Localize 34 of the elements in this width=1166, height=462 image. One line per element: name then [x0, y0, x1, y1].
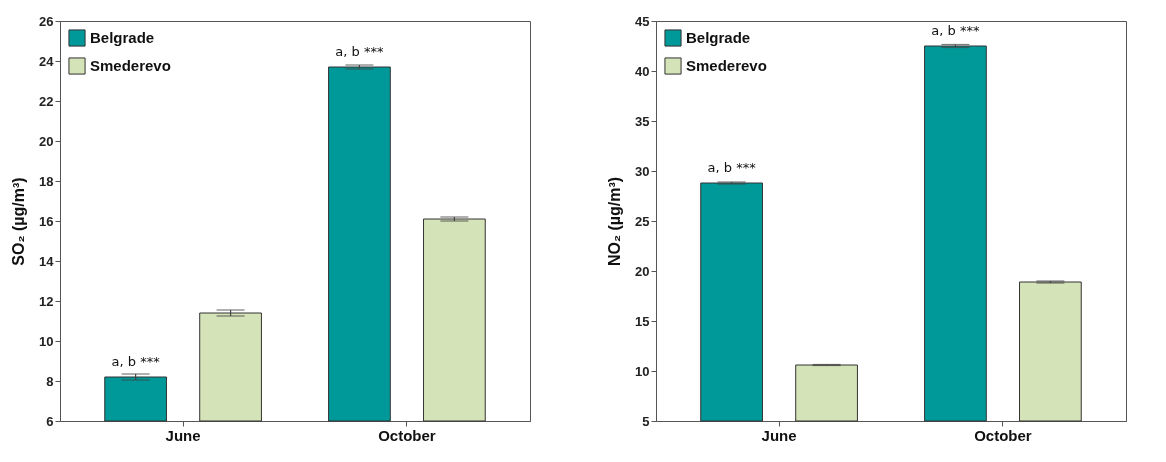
y-tick-label: 26	[39, 13, 54, 29]
y-tick-label: 12	[39, 293, 54, 309]
y-tick-label: 20	[39, 133, 54, 149]
x-tick-label: October	[378, 426, 436, 444]
y-tick-label: 18	[39, 173, 54, 189]
y-tick-label: 10	[635, 363, 650, 379]
y-tick-label: 40	[635, 63, 650, 79]
y-tick-label: 10	[39, 333, 54, 349]
y-tick-label: 15	[635, 313, 650, 329]
y-tick-label: 14	[39, 253, 55, 269]
legend-label: Belgrade	[686, 29, 751, 46]
y-tick-label: 22	[39, 93, 54, 109]
x-tick-label: June	[165, 426, 201, 444]
legend-label: Smederevo	[686, 57, 767, 74]
annotation: a, b ***	[111, 354, 161, 369]
y-tick-label: 16	[39, 213, 54, 229]
y-axis-title: NO₂ (µg/m³)	[606, 176, 624, 267]
legend-label: Belgrade	[90, 29, 155, 46]
y-tick-label: 5	[642, 413, 650, 429]
y-tick-label: 6	[46, 413, 54, 429]
y-tick-label: 45	[635, 13, 650, 29]
annotation: a, b ***	[707, 160, 757, 175]
x-tick-label: October	[974, 426, 1032, 444]
y-tick-label: 20	[635, 263, 650, 279]
x-tick-label: June	[761, 426, 797, 444]
legend-label: Smederevo	[90, 57, 171, 74]
y-tick-label: 24	[39, 53, 55, 69]
annotation: a, b ***	[931, 23, 980, 38]
y-tick-label: 35	[635, 113, 650, 129]
annotation: a, b ***	[335, 44, 384, 59]
y-tick-label: 8	[46, 373, 54, 389]
y-axis-title: SO₂ (µg/m³)	[10, 177, 28, 266]
y-tick-label: 25	[635, 213, 650, 229]
y-tick-label: 30	[635, 163, 650, 179]
